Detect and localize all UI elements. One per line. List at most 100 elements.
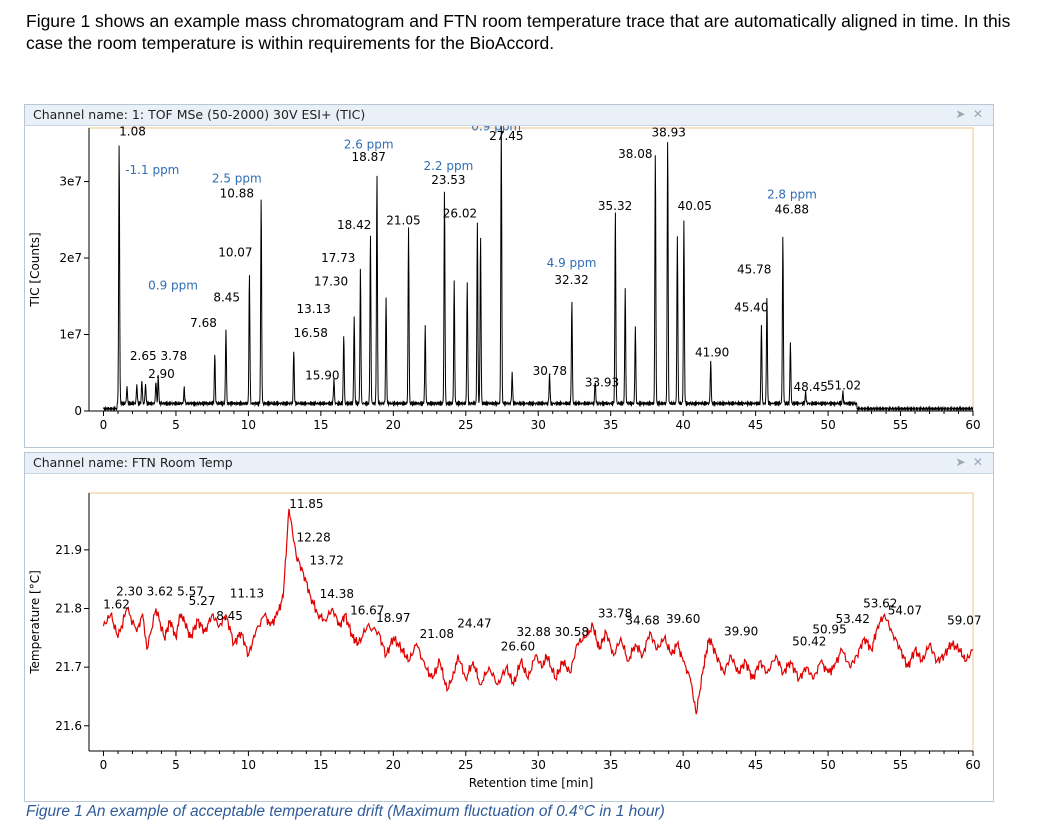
y-tick-label: 21.6	[55, 719, 82, 733]
x-tick-label: 35	[603, 418, 618, 432]
x-axis-label: Retention time [min]	[469, 776, 594, 790]
temperature-panel-header: Channel name: FTN Room Temp ➤ ✕	[25, 453, 993, 474]
retention-time-label: 13.72	[309, 554, 343, 568]
retention-time-label: 1.08	[119, 126, 146, 139]
retention-time-label: 1.62	[103, 598, 130, 612]
retention-time-label: 35.32	[598, 199, 632, 213]
retention-time-label: 17.73	[321, 251, 355, 265]
retention-time-label: 33.78	[598, 606, 632, 620]
retention-time-label: 50.42	[792, 634, 826, 648]
retention-time-label: 53.62	[863, 596, 897, 610]
x-tick-label: 5	[172, 418, 180, 432]
x-tick-label: 20	[386, 758, 401, 772]
x-tick-label: 60	[965, 758, 980, 772]
retention-time-label: 40.05	[678, 199, 712, 213]
y-tick-label: 2e7	[59, 251, 82, 265]
retention-time-label: 11.85	[289, 497, 323, 511]
x-tick-label: 50	[820, 758, 835, 772]
y-tick-label: 3e7	[59, 175, 82, 189]
retention-time-label: 10.88	[220, 187, 254, 201]
retention-time-label: 8.45	[216, 609, 243, 623]
mass-error-label: 2.2 ppm	[423, 159, 473, 173]
retention-time-label: 30.78	[533, 364, 567, 378]
x-tick-label: 50	[820, 418, 835, 432]
temperature-trace-line	[102, 508, 974, 715]
retention-time-label: 33.93	[585, 376, 619, 390]
x-tick-label: 45	[748, 758, 763, 772]
mass-error-label: 2.8 ppm	[767, 187, 817, 201]
pin-close-icon[interactable]: ➤ ✕	[955, 455, 985, 469]
retention-time-label: 21.05	[386, 213, 420, 227]
retention-time-label: 54.07	[888, 603, 922, 617]
retention-time-label: 8.45	[213, 291, 240, 305]
y-axis-label: Temperature [°C]	[28, 570, 42, 675]
retention-time-label: 27.45	[489, 129, 523, 143]
retention-time-label: 24.47	[457, 616, 491, 630]
mass-error-label: 2.6 ppm	[344, 138, 394, 152]
retention-time-label: 32.88 30.58	[516, 625, 589, 639]
retention-time-label: 45.78	[737, 262, 771, 276]
retention-time-label: 18.87	[352, 150, 386, 164]
x-tick-label: 5	[172, 758, 180, 772]
retention-time-label: 10.07	[218, 245, 252, 259]
retention-time-label: 26.02	[443, 206, 477, 220]
y-tick-label: 21.7	[55, 660, 82, 674]
mass-error-label: 4.9 ppm	[547, 256, 597, 270]
retention-time-label: 26.60	[501, 640, 535, 654]
x-tick-label: 15	[313, 418, 328, 432]
temperature-chart: 0 5 10 15 20 25 30 35 40 45 50 55 60 21.6 21.7 21.8 21.9…	[28, 492, 981, 790]
retention-time-label: 45.40	[734, 301, 768, 315]
retention-time-label: 50.95	[812, 623, 846, 637]
temperature-panel-title: Channel name: FTN Room Temp	[33, 455, 233, 470]
x-tick-label: 30	[531, 418, 546, 432]
tic-panel-header: Channel name: 1: TOF MSe (50-2000) 30V E…	[25, 105, 993, 126]
y-tick-label: 1e7	[59, 328, 82, 342]
x-tick-label: 20	[386, 418, 401, 432]
x-tick-label: 15	[313, 758, 328, 772]
retention-time-label: 34.68	[625, 613, 659, 627]
x-tick-label: 45	[748, 418, 763, 432]
y-tick-label: 21.9	[55, 543, 82, 557]
retention-time-label: 18.42	[337, 218, 371, 232]
tic-trace-line	[103, 126, 974, 413]
x-tick-label: 55	[893, 758, 908, 772]
retention-time-label: 32.32	[554, 273, 588, 287]
retention-time-label: 39.90	[724, 624, 758, 638]
x-tick-label: 40	[676, 758, 691, 772]
x-tick-label: 10	[241, 758, 256, 772]
retention-time-label: 2.90	[148, 367, 175, 381]
tic-chart: 0 5 10 15 20 25 30 35 40 45 50 55 60 0 1e7 2e7 3e7 TIC [C…	[28, 126, 981, 432]
retention-time-label: 14.38	[320, 587, 354, 601]
mass-error-label: 0.9 ppm	[471, 126, 521, 133]
retention-time-label: 51.02	[827, 379, 861, 393]
intro-paragraph: Figure 1 shows an example mass chromatog…	[26, 11, 1011, 53]
retention-time-label: 21.08	[420, 627, 454, 641]
retention-time-label: 39.60	[666, 612, 700, 626]
y-axis-label: TIC [Counts]	[28, 232, 42, 307]
retention-time-label: 18.97	[376, 611, 410, 625]
x-tick-label: 55	[893, 418, 908, 432]
retention-time-label: 13.13	[296, 302, 330, 316]
retention-time-label: 12.28	[296, 531, 330, 545]
temperature-chart-panel: Channel name: FTN Room Temp ➤ ✕ 0 5 10 15 20…	[24, 452, 994, 802]
mass-error-label: -1.1 ppm	[125, 163, 179, 177]
retention-time-label: 7.68	[190, 316, 217, 330]
retention-time-label: 2.30 3.62 5.57	[116, 585, 204, 599]
figure-caption: Figure 1 An example of acceptable temper…	[26, 803, 665, 820]
pin-close-icon[interactable]: ➤ ✕	[955, 107, 985, 121]
y-tick-label: 0	[74, 404, 82, 418]
retention-time-label: 38.08	[618, 147, 652, 161]
retention-time-label: 53.42	[836, 612, 870, 626]
tic-chart-panel: Channel name: 1: TOF MSe (50-2000) 30V E…	[24, 104, 994, 448]
y-tick-label: 21.8	[55, 602, 82, 616]
x-tick-label: 0	[100, 758, 108, 772]
retention-time-label: 11.13	[230, 586, 264, 600]
retention-time-label: 23.53	[431, 173, 465, 187]
x-tick-label: 30	[531, 758, 546, 772]
x-tick-label: 25	[458, 418, 473, 432]
retention-time-label: 46.88	[775, 203, 809, 217]
x-tick-label: 60	[965, 418, 980, 432]
retention-time-label: 16.67	[350, 603, 384, 617]
mass-error-label: 0.9 ppm	[148, 278, 198, 292]
retention-time-label: 15.90	[305, 369, 339, 383]
